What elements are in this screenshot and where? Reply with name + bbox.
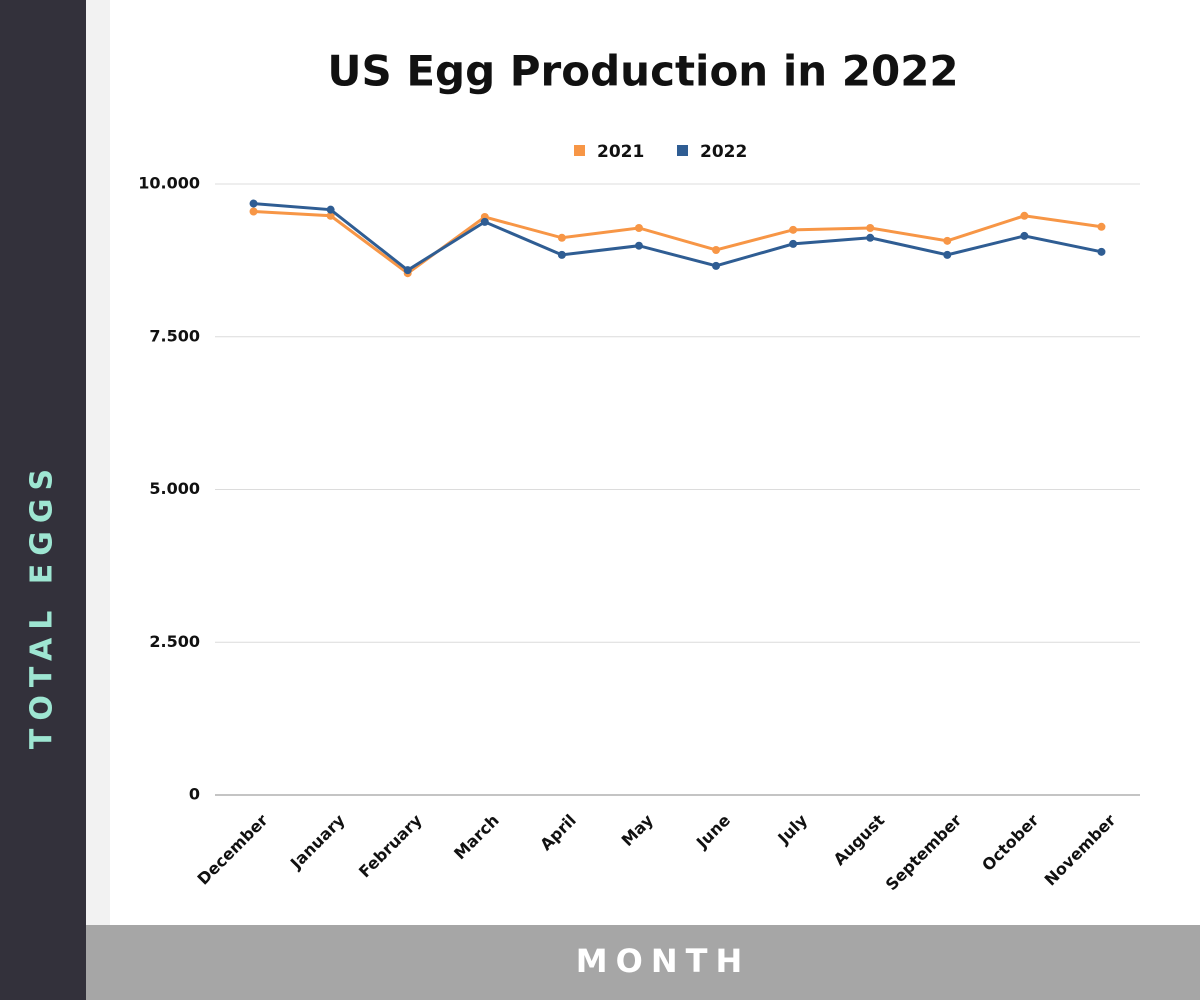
point	[634, 223, 643, 232]
x-tick-label: May	[618, 810, 658, 850]
point	[943, 250, 952, 259]
y-tick-label: 7.500	[149, 326, 200, 345]
series-line	[253, 209, 1102, 276]
point	[789, 225, 798, 234]
point	[1020, 231, 1029, 240]
point	[789, 239, 798, 248]
x-tick-label: October	[978, 810, 1042, 874]
point	[1097, 247, 1106, 256]
point	[712, 261, 721, 270]
bottom-panel	[86, 925, 1200, 1000]
point	[249, 207, 258, 216]
y-tick-label: 5.000	[149, 479, 200, 498]
legend-label: 2021	[597, 142, 644, 162]
point	[866, 233, 875, 242]
x-axis-label: MONTH	[576, 942, 750, 980]
x-tick-label: November	[1041, 810, 1120, 889]
point	[557, 233, 566, 242]
y-tick-label: 0	[189, 785, 200, 804]
point	[943, 236, 952, 245]
series-line	[253, 202, 1102, 272]
x-tick-label: January	[286, 810, 349, 873]
legend-swatch	[574, 145, 585, 156]
point	[634, 241, 643, 250]
point	[480, 217, 489, 226]
point	[326, 205, 335, 214]
x-tick-label: April	[536, 811, 580, 855]
point	[1020, 211, 1029, 220]
chart-title: US Egg Production in 2022	[327, 47, 958, 96]
y-tick-label: 10.000	[138, 174, 200, 193]
y-tick-label: 2.500	[149, 632, 200, 651]
point	[866, 223, 875, 232]
x-tick-label: December	[194, 811, 272, 889]
legend-label: 2022	[700, 142, 747, 162]
x-tick-label: June	[692, 810, 734, 852]
legend-swatch	[677, 145, 688, 156]
x-tick-label: July	[773, 810, 811, 848]
point	[326, 211, 335, 220]
point	[403, 266, 412, 275]
x-tick-label: September	[882, 811, 966, 895]
x-tick-label: February	[355, 810, 426, 881]
point	[249, 199, 258, 208]
point	[1097, 222, 1106, 231]
x-tick-label: March	[450, 811, 503, 864]
x-tick-label: August	[830, 810, 889, 869]
y-axis-label: TOTAL EGGS	[25, 461, 60, 749]
point	[712, 245, 721, 254]
side-panel	[0, 0, 86, 1000]
point	[557, 250, 566, 259]
side-stripe	[86, 0, 110, 925]
